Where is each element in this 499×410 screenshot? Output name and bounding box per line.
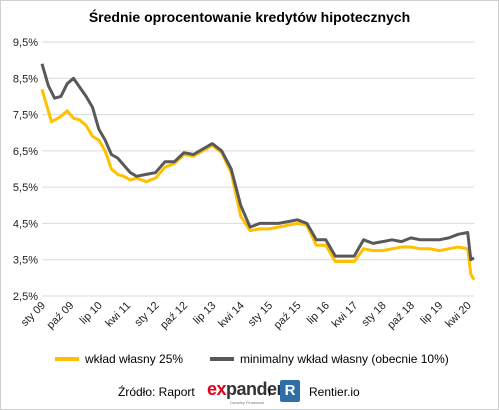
y-tick-label: 6,5% xyxy=(13,146,38,158)
expander-logo-subtitle: Doradcy Finansowi xyxy=(230,400,265,405)
legend-label-series2: minimalny wkład własny (obecnie 10%) xyxy=(240,352,449,366)
x-tick-label: lip 10 xyxy=(78,300,105,327)
y-tick-label: 2,5% xyxy=(13,291,38,303)
y-axis-ticks: 2,5% 3,5% 4,5% 5,5% 6,5% 7,5% 8,5% 9,5% xyxy=(13,37,38,303)
legend-swatch-series1 xyxy=(55,357,79,361)
source-label: Źródło: Raport xyxy=(118,385,195,399)
y-tick-label: 9,5% xyxy=(13,37,38,49)
y-tick-label: 4,5% xyxy=(13,218,38,230)
legend-item-series1: wkład własny 25% xyxy=(55,352,183,366)
legend-swatch-series2 xyxy=(210,357,234,361)
x-tick-label: paź 18 xyxy=(385,300,417,332)
y-tick-label: 8,5% xyxy=(13,73,38,85)
x-tick-label: kwi 20 xyxy=(443,300,474,331)
y-tick-label: 3,5% xyxy=(13,255,38,267)
legend-label-series1: wkład własny 25% xyxy=(85,352,184,366)
x-tick-label: kwi 17 xyxy=(330,300,361,331)
x-tick-label: lip 19 xyxy=(418,300,445,327)
y-tick-label: 5,5% xyxy=(13,182,38,194)
x-tick-label: sty 09 xyxy=(19,300,48,329)
gridlines xyxy=(42,41,474,297)
x-tick-label: paź 12 xyxy=(158,300,190,332)
legend-item-series2: minimalny wkład własny (obecnie 10%) xyxy=(210,352,449,366)
y-tick-label: 7,5% xyxy=(13,110,38,122)
expander-logo: expander xyxy=(207,379,284,399)
series-line-1 xyxy=(40,88,476,281)
series-line-2 xyxy=(40,63,475,262)
x-tick-label: lip 13 xyxy=(191,300,218,327)
x-tick-label: kwi 11 xyxy=(103,300,133,330)
rentier-logo-icon: R xyxy=(280,380,300,402)
x-tick-label: paź 09 xyxy=(45,300,77,332)
series-lines xyxy=(40,63,476,281)
chart-title: Średnie oprocentowanie kredytów hipotecz… xyxy=(88,9,411,25)
x-tick-label: lip 16 xyxy=(305,300,332,327)
x-tick-label: sty 15 xyxy=(246,300,275,329)
rentier-logo-text: Rentier.io xyxy=(309,385,360,399)
x-tick-label: kwi 14 xyxy=(216,300,247,331)
x-tick-label: sty 12 xyxy=(132,300,161,329)
connector-text: i xyxy=(268,385,271,399)
x-tick-label: sty 18 xyxy=(359,300,388,329)
x-tick-label: paź 15 xyxy=(272,300,304,332)
